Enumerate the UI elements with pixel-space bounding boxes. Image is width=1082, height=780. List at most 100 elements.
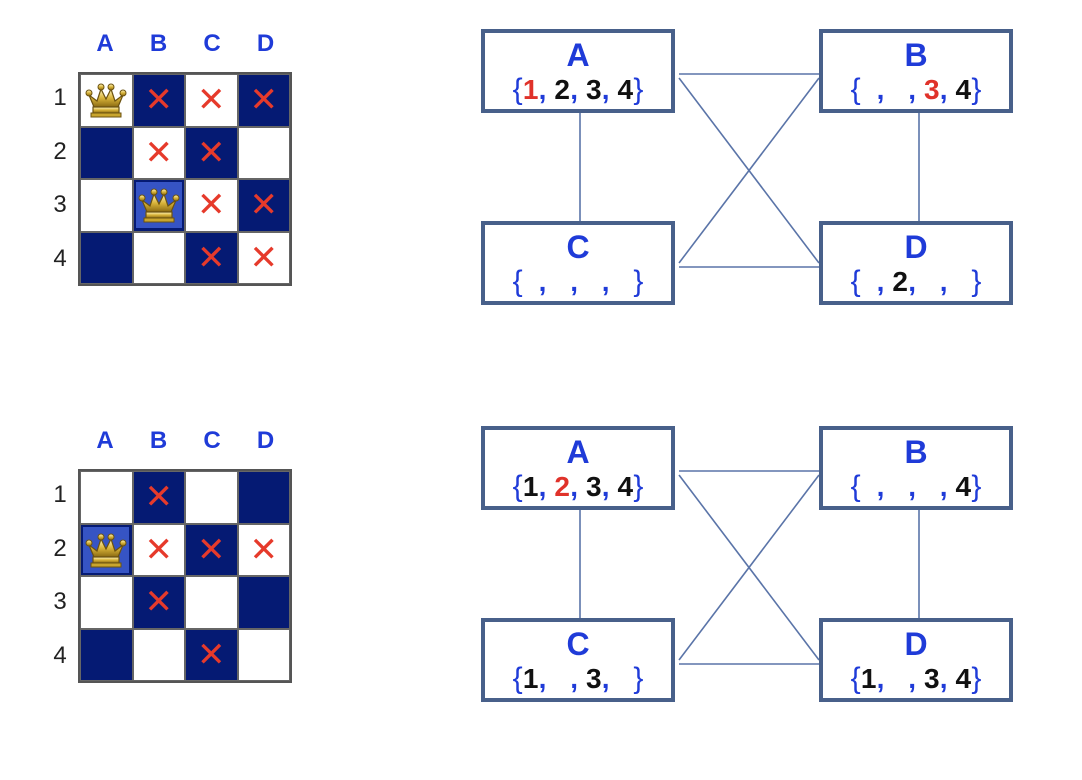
attacked-x-icon: ✕ xyxy=(249,80,279,121)
board-cell-c2[interactable]: ✕ xyxy=(185,126,238,179)
attacked-x-icon: ✕ xyxy=(197,185,226,226)
board-cell-a2[interactable] xyxy=(80,126,133,179)
domain-value: 3 xyxy=(585,663,602,694)
queen-icon xyxy=(85,83,127,118)
row-label-4: 4 xyxy=(53,244,67,272)
row-label-2: 2 xyxy=(53,137,67,165)
brace-open: { xyxy=(850,470,861,503)
domain-value: 4 xyxy=(955,663,972,694)
variable-domain: {, , , } xyxy=(485,265,671,299)
variable-node-b[interactable]: B{, , 3, 4} xyxy=(819,29,1013,113)
variable-node-c[interactable]: C {1, , 3, } xyxy=(481,618,675,702)
board-cell-b4[interactable] xyxy=(132,628,185,681)
domain-value: 2 xyxy=(892,266,908,297)
board-cell-c2[interactable]: ✕ xyxy=(185,523,238,576)
board-cell-b4[interactable] xyxy=(132,231,185,284)
board-cell-c4[interactable]: ✕ xyxy=(185,231,238,284)
attacked-x-icon: ✕ xyxy=(249,237,279,278)
variable-domain: {, , 3, 4} xyxy=(823,73,1009,107)
attacked-x-icon: ✕ xyxy=(144,132,174,173)
brace-close: } xyxy=(971,265,982,298)
row-label-4: 4 xyxy=(53,641,67,669)
comma-separator: , xyxy=(538,663,555,694)
board-cell-a1[interactable] xyxy=(80,74,133,127)
variable-domain: {1, 2, 3, 4} xyxy=(485,73,671,107)
board-cell-a4[interactable] xyxy=(80,628,133,681)
variable-node-a[interactable]: A {1, 2, 3, 4} xyxy=(481,426,675,510)
board-cell-c3[interactable] xyxy=(185,576,238,629)
domain-value: 4 xyxy=(617,74,634,105)
comma-separator: , xyxy=(876,266,893,297)
variable-node-d[interactable]: D {1, , 3, 4} xyxy=(819,618,1013,702)
constraint-graph-edges xyxy=(579,73,920,268)
board-cell-a4[interactable] xyxy=(80,231,133,284)
board-cell-c1[interactable] xyxy=(185,471,238,524)
edge-b-c xyxy=(678,77,820,264)
variable-domain: {1, 2, 3, 4} xyxy=(485,470,671,504)
comma-separator: , xyxy=(570,663,586,694)
comma-separator: , xyxy=(908,471,924,502)
attacked-x-icon: ✕ xyxy=(249,185,279,226)
attacked-x-icon: ✕ xyxy=(197,132,226,173)
variable-domain: {1, , 3, 4} xyxy=(823,662,1009,696)
board-cell-d1[interactable] xyxy=(237,471,290,524)
domain-value: 3 xyxy=(585,471,602,502)
board-cell-d1[interactable]: ✕ xyxy=(237,74,290,127)
variable-name: D xyxy=(904,626,928,662)
row-label-3: 3 xyxy=(53,588,67,615)
board-cell-a1[interactable] xyxy=(80,471,133,524)
board-cell-b3[interactable]: ✕ xyxy=(132,576,185,629)
domain-value: 1 xyxy=(860,663,877,694)
board-cell-b1[interactable]: ✕ xyxy=(132,471,185,524)
brace-open: { xyxy=(512,265,523,298)
board-cell-b2[interactable]: ✕ xyxy=(132,126,185,179)
queen-piece xyxy=(135,182,182,229)
row-label-3: 3 xyxy=(53,191,67,218)
board-cell-d4[interactable]: ✕ xyxy=(237,231,290,284)
board-cell-c1[interactable]: ✕ xyxy=(185,74,238,127)
variable-node-d[interactable]: D{, 2, , } xyxy=(819,221,1013,305)
board-cell-d2[interactable] xyxy=(237,126,290,179)
attacked-x-icon: ✕ xyxy=(249,529,279,570)
variable-node-a[interactable]: A {1, 2, 3, 4} xyxy=(481,29,675,113)
variable-name: D xyxy=(904,229,928,265)
comma-separator: , xyxy=(876,471,893,502)
queen-icon xyxy=(85,533,127,568)
domain-value: 3 xyxy=(585,74,602,105)
domain-value: 3 xyxy=(923,74,940,105)
comma-separator: , xyxy=(876,663,893,694)
comma-separator: , xyxy=(601,266,618,297)
brace-close: } xyxy=(633,265,644,298)
attacked-x-icon: ✕ xyxy=(144,582,174,623)
domain-value: 4 xyxy=(617,471,634,502)
comma-separator: , xyxy=(538,266,555,297)
domain-value: 4 xyxy=(955,74,972,105)
brace-close: } xyxy=(633,470,644,503)
board-cell-d4[interactable] xyxy=(237,628,290,681)
brace-close: } xyxy=(633,662,644,695)
column-label-d: D xyxy=(256,427,275,454)
variable-node-c[interactable]: C{, , , } xyxy=(481,221,675,305)
domain-value: 1 xyxy=(522,663,539,694)
panel-step-1: A B C D 1 2 3 4 ✕ ✕ ✕ ✕ ✕ ✕ ✕ ✕ ✕ A {1, 2, 3, 4} B{, , 3, 4… xyxy=(0,0,1082,383)
column-label-b: B xyxy=(149,427,168,454)
variable-node-b[interactable]: B{, , , 4} xyxy=(819,426,1013,510)
comma-separator: , xyxy=(538,74,555,105)
board-cell-a3[interactable] xyxy=(80,179,133,232)
board-cell-d3[interactable] xyxy=(237,576,290,629)
board-cell-c3[interactable]: ✕ xyxy=(185,179,238,232)
brace-close: } xyxy=(971,73,982,106)
board-cell-b3[interactable] xyxy=(132,179,185,232)
board-cell-a3[interactable] xyxy=(80,576,133,629)
board-cell-b2[interactable]: ✕ xyxy=(132,523,185,576)
brace-open: { xyxy=(850,73,861,106)
comma-separator: , xyxy=(908,663,924,694)
board-cell-d2[interactable]: ✕ xyxy=(237,523,290,576)
board-cell-b1[interactable]: ✕ xyxy=(132,74,185,127)
variable-domain: {, , , 4} xyxy=(823,470,1009,504)
board-cell-a2[interactable] xyxy=(80,523,133,576)
board-cell-d3[interactable]: ✕ xyxy=(237,179,290,232)
board-cell-c4[interactable]: ✕ xyxy=(185,628,238,681)
attacked-x-icon: ✕ xyxy=(197,237,226,278)
comma-separator: , xyxy=(908,266,924,297)
